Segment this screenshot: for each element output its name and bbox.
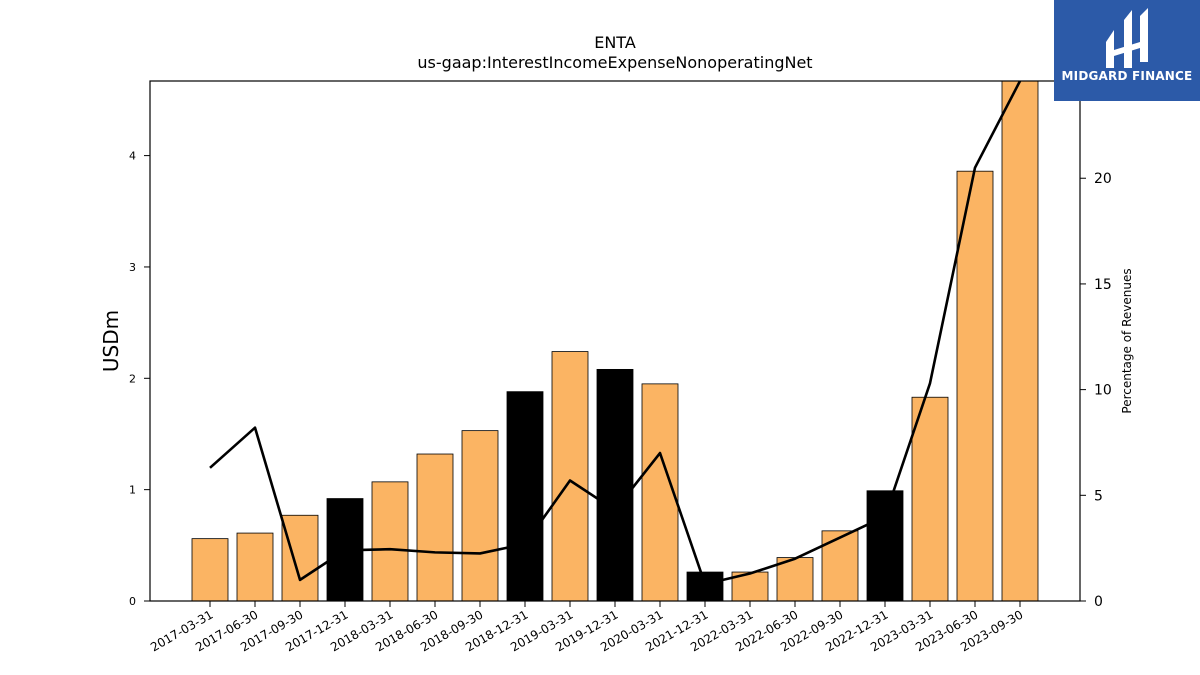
bar-2018-12-31 [506, 391, 544, 602]
left-axis-ticks: 0 1 2 3 4 [129, 150, 150, 608]
y2-tick-label: 10 [1094, 383, 1112, 399]
revenue-percentage-line [209, 80, 1022, 586]
bar-2017-06-30 [236, 532, 274, 602]
y2-tick-label: 15 [1094, 277, 1112, 293]
y-tick-label: 4 [129, 150, 136, 163]
bar-2022-06-30 [776, 557, 814, 602]
y2-tick-label: 20 [1094, 171, 1112, 187]
bar-2023-03-31 [911, 396, 949, 602]
chart-subtitle: us-gaap:InterestIncomeExpenseNonoperatin… [417, 53, 812, 72]
bar-2018-06-30 [416, 453, 454, 602]
logo-text: MIDGARD FINANCE [1061, 69, 1193, 83]
y-tick-label: 1 [129, 484, 136, 497]
midgard-logo-icon [1106, 8, 1148, 68]
right-axis-ticks: 0 5 10 15 20 [1080, 171, 1112, 610]
bar-2018-03-31 [371, 481, 409, 602]
bars-layer [191, 80, 1039, 602]
bar-2020-03-31 [641, 383, 679, 602]
chart-title: ENTA [594, 33, 636, 52]
midgard-finance-logo: MIDGARD FINANCE [1054, 0, 1200, 101]
bar-2017-03-31 [191, 538, 229, 602]
y2-axis-label: Percentage of Revenues [1120, 268, 1134, 413]
bar-2019-12-31 [596, 368, 634, 602]
y-axis-label: USDm [99, 310, 123, 372]
bar-2021-12-31 [686, 571, 724, 602]
y2-tick-label: 0 [1094, 594, 1103, 610]
bar-2023-06-30 [956, 170, 994, 602]
y-tick-label: 3 [129, 261, 136, 274]
revenue-percentage-line-layer [209, 80, 1022, 586]
bar-2018-09-30 [461, 430, 499, 602]
bar-2023-09-30 [1001, 80, 1039, 602]
y2-tick-label: 5 [1094, 488, 1103, 504]
bar-2019-03-31 [551, 351, 589, 602]
x-axis-ticks: 2017-03-312017-06-302017-09-302017-12-31… [148, 601, 1026, 654]
y-tick-label: 2 [129, 372, 136, 385]
bar-2022-09-30 [821, 530, 859, 602]
bar-2017-09-30 [281, 514, 319, 602]
y-tick-label: 0 [129, 595, 136, 608]
bar-2022-12-31 [866, 490, 904, 602]
